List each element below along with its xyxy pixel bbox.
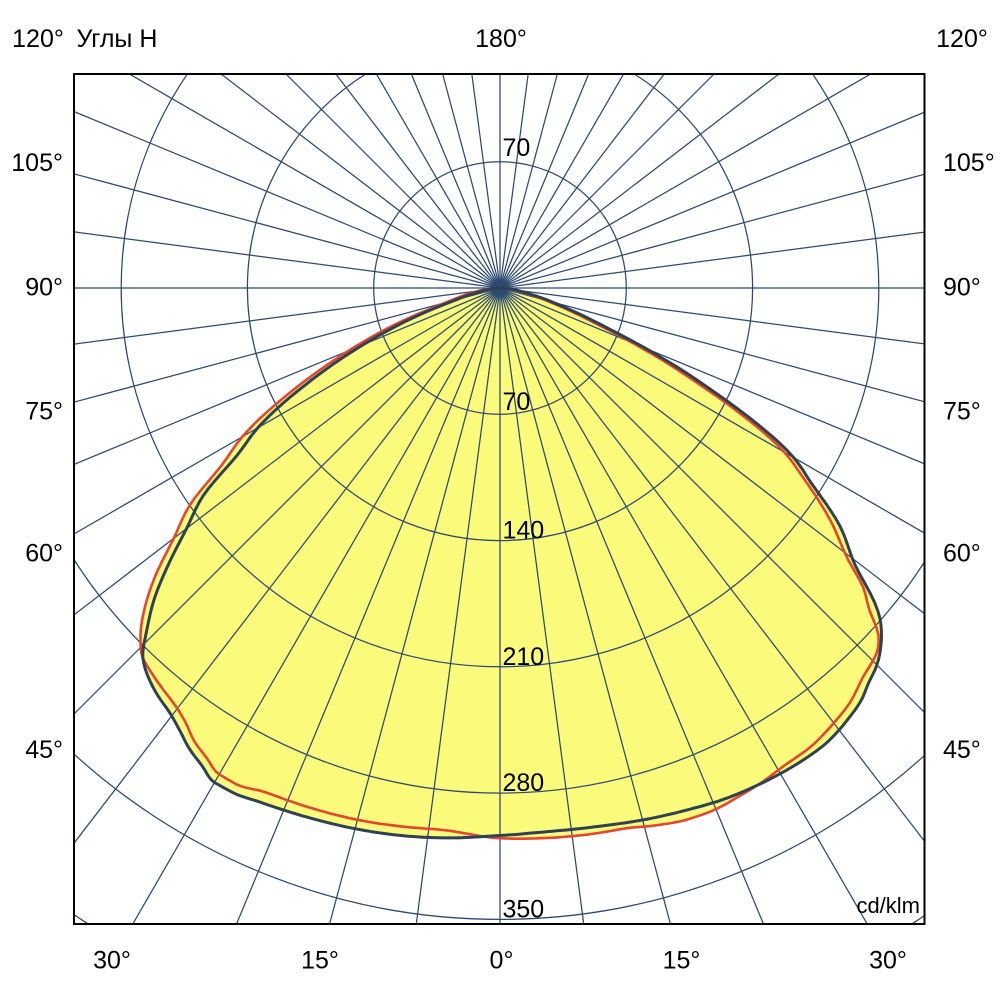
svg-text:30°: 30° [869,947,907,975]
svg-text:280: 280 [503,769,545,797]
svg-text:105°: 105° [943,149,995,177]
svg-text:45°: 45° [943,736,981,764]
svg-text:Углы Н: Углы Н [77,25,158,53]
svg-text:60°: 60° [25,540,63,568]
svg-text:0°: 0° [490,947,514,975]
svg-text:140: 140 [503,517,545,545]
svg-text:cd/klm: cd/klm [856,893,920,918]
svg-text:75°: 75° [943,398,981,426]
svg-text:90°: 90° [25,274,63,302]
svg-text:120°: 120° [936,25,988,53]
svg-text:105°: 105° [11,149,63,177]
svg-text:75°: 75° [25,398,63,426]
svg-text:45°: 45° [25,736,63,764]
svg-text:60°: 60° [943,540,981,568]
svg-text:70: 70 [503,388,531,416]
svg-text:70: 70 [503,134,531,162]
svg-text:90°: 90° [943,274,981,302]
svg-text:180°: 180° [475,25,527,53]
svg-text:350: 350 [503,895,545,923]
svg-text:15°: 15° [301,947,339,975]
svg-text:15°: 15° [663,947,701,975]
svg-text:120°: 120° [12,25,64,53]
svg-text:210: 210 [503,643,545,671]
svg-text:30°: 30° [93,947,131,975]
